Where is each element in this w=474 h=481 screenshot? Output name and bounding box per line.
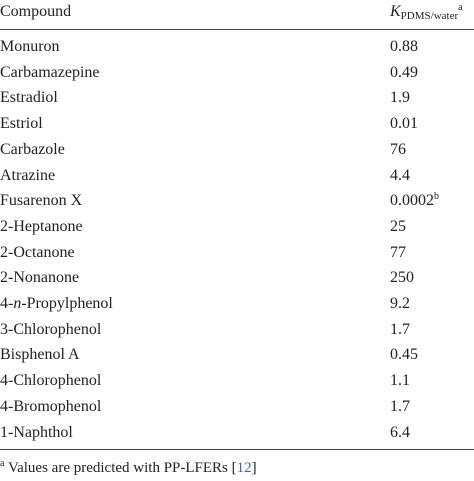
compound-cell: 2-Octanone — [0, 243, 75, 261]
value-text: 77 — [390, 243, 406, 261]
compound-cell: Bisphenol A — [0, 346, 80, 364]
bottom-rule — [0, 449, 474, 450]
value-cell: 76 — [390, 140, 406, 160]
footnote-close: ] — [251, 460, 257, 476]
compound-suffix: -Propylphenol — [21, 295, 113, 312]
value-text: 1.1 — [390, 372, 410, 390]
compound-cell: Carbazole — [0, 140, 65, 158]
footnote-mark: a — [0, 458, 5, 469]
compound-cell: Monuron — [0, 38, 60, 55]
header-rule — [0, 29, 474, 30]
compound-cell: Carbamazepine — [0, 63, 100, 81]
value-cell: 9.2 — [390, 294, 410, 314]
compound-cell: 2-Heptanone — [0, 217, 83, 235]
value-cell: 0.45 — [390, 345, 418, 365]
value-text: 0.49 — [390, 63, 418, 81]
value-cell: 0.88 — [390, 37, 418, 57]
value-text: 0.88 — [390, 38, 418, 55]
compound-italic: n — [13, 295, 22, 312]
value-text: 6.4 — [390, 423, 410, 441]
value-text: 4.4 — [390, 166, 410, 184]
compound-cell: Estradiol — [0, 89, 58, 107]
k-subscript: PDMS/water — [400, 10, 459, 22]
value-text: 0.45 — [390, 346, 418, 364]
compound-cell: 4-Bromophenol — [0, 397, 102, 415]
value-text: 25 — [390, 217, 406, 235]
value-cell: 6.4 — [390, 423, 410, 443]
compound-cell: 4-Chlorophenol — [0, 372, 102, 390]
value-cell: 250 — [390, 268, 414, 288]
value-text: 76 — [390, 140, 406, 158]
value-text: 0.01 — [390, 115, 418, 133]
value-cell: 1.7 — [390, 397, 410, 417]
value-cell: 25 — [390, 217, 406, 237]
header-compound: Compound — [0, 3, 72, 20]
value-cell: 0.01 — [390, 114, 418, 134]
compound-cell: Estriol — [0, 115, 43, 133]
value-cell: 4.4 — [390, 166, 410, 186]
value-text: 1.7 — [390, 320, 410, 338]
footnote: a Values are predicted with PP-LFERs [12… — [0, 458, 257, 478]
value-note: b — [434, 191, 439, 203]
footnote-text: Values are predicted with PP-LFERs [ — [7, 460, 237, 476]
footnote-ref[interactable]: 12 — [236, 460, 252, 476]
compound-cell: 4-n-Propylphenol — [0, 294, 113, 314]
compound-cell: 2-Nonanone — [0, 269, 80, 287]
value-cell: 1.1 — [390, 371, 410, 391]
value-cell: 77 — [390, 243, 406, 263]
value-text: 9.2 — [390, 295, 410, 312]
value-text: 1.9 — [390, 89, 410, 107]
value-cell: 1.9 — [390, 88, 410, 108]
value-cell: 1.7 — [390, 320, 410, 340]
compound-prefix: 4- — [0, 295, 14, 312]
value-text: 1.7 — [390, 397, 410, 415]
value-cell: 0.0002b — [390, 191, 439, 211]
header-note: a — [458, 2, 463, 13]
value-text: 250 — [390, 269, 414, 287]
value-cell: 0.49 — [390, 63, 418, 83]
compound-cell: 3-Chlorophenol — [0, 320, 102, 338]
compound-cell: 1-Naphthol — [0, 423, 73, 441]
header-value: KPDMS/watera — [390, 2, 463, 22]
compound-cell: Atrazine — [0, 166, 56, 184]
k-symbol: K — [390, 3, 401, 20]
compound-cell: Fusarenon X — [0, 192, 83, 210]
value-text: 0.0002 — [390, 192, 434, 210]
